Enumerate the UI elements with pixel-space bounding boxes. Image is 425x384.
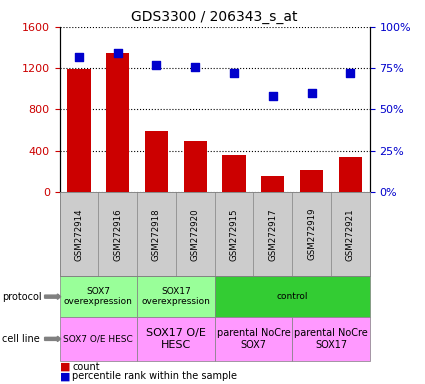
Text: GSM272920: GSM272920 bbox=[191, 208, 200, 261]
Text: GSM272919: GSM272919 bbox=[307, 208, 316, 260]
Text: parental NoCre
SOX17: parental NoCre SOX17 bbox=[294, 328, 368, 350]
Bar bbox=[261, 176, 284, 192]
Bar bbox=[184, 141, 207, 192]
Point bbox=[269, 93, 276, 99]
Text: protocol: protocol bbox=[2, 291, 42, 302]
Text: control: control bbox=[276, 292, 308, 301]
Point bbox=[114, 50, 121, 56]
Bar bbox=[67, 69, 91, 192]
Text: ■: ■ bbox=[60, 362, 70, 372]
Text: GSM272917: GSM272917 bbox=[268, 208, 277, 261]
Point bbox=[231, 70, 238, 76]
Point bbox=[192, 63, 198, 70]
Text: GSM272921: GSM272921 bbox=[346, 208, 355, 261]
Text: GSM272918: GSM272918 bbox=[152, 208, 161, 261]
Text: parental NoCre
SOX7: parental NoCre SOX7 bbox=[216, 328, 290, 350]
Bar bbox=[339, 157, 362, 192]
Text: GSM272916: GSM272916 bbox=[113, 208, 122, 261]
Text: cell line: cell line bbox=[2, 334, 40, 344]
Text: count: count bbox=[72, 362, 100, 372]
Bar bbox=[145, 131, 168, 192]
Text: GSM272914: GSM272914 bbox=[74, 208, 83, 261]
Point bbox=[308, 90, 315, 96]
Text: ■: ■ bbox=[60, 371, 70, 381]
Bar bbox=[106, 53, 129, 192]
Point bbox=[347, 70, 354, 76]
Text: SOX7 O/E HESC: SOX7 O/E HESC bbox=[63, 334, 133, 343]
Bar bbox=[300, 170, 323, 192]
Point bbox=[76, 53, 82, 60]
Point bbox=[153, 62, 160, 68]
Text: SOX17 O/E
HESC: SOX17 O/E HESC bbox=[146, 328, 206, 350]
Text: GSM272915: GSM272915 bbox=[230, 208, 238, 261]
Text: percentile rank within the sample: percentile rank within the sample bbox=[72, 371, 237, 381]
Bar bbox=[222, 155, 246, 192]
Text: SOX7
overexpression: SOX7 overexpression bbox=[64, 287, 133, 306]
Text: SOX17
overexpression: SOX17 overexpression bbox=[142, 287, 210, 306]
Title: GDS3300 / 206343_s_at: GDS3300 / 206343_s_at bbox=[131, 10, 298, 25]
